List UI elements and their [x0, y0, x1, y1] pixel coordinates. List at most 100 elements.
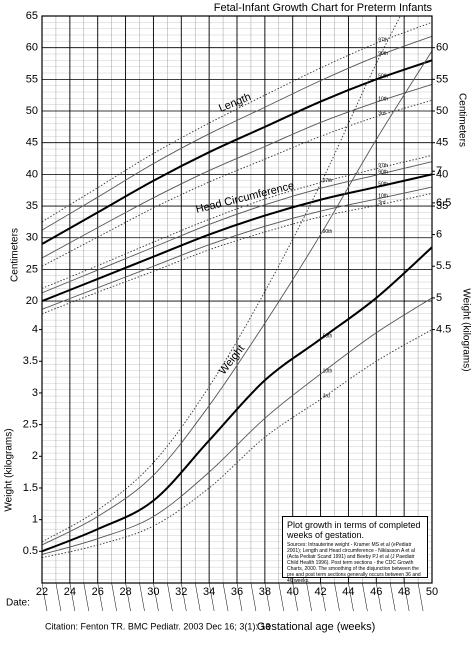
y-tick-label: 30: [26, 232, 38, 244]
date-mark: [181, 582, 187, 612]
x-tick-label: 50: [426, 586, 438, 598]
growth-curve: [42, 173, 432, 303]
date-mark: [389, 582, 396, 612]
citation: Citation: Fenton TR. BMC Pediatr. 2003 D…: [45, 621, 270, 631]
percentile-label: 97th: [378, 163, 388, 169]
weight-tick-label: 4: [32, 323, 38, 335]
percentile-label: 50th: [378, 181, 388, 187]
percentile-label: 50th: [378, 74, 388, 80]
y-axis-label: Centimeters: [10, 228, 21, 282]
date-mark: [167, 582, 173, 612]
growth-curve: [42, 192, 432, 315]
date-mark: [264, 582, 271, 612]
x-tick-label: 24: [64, 586, 76, 598]
percentile-label: 90th: [378, 51, 388, 57]
date-mark: [334, 582, 340, 612]
weight2-tick-label: 6: [436, 228, 442, 240]
date-mark: [417, 582, 424, 612]
weight-tick-label: 2.5: [23, 419, 38, 431]
y-tick-label: 65: [26, 10, 38, 22]
x-tick-label: 44: [342, 586, 354, 598]
y2-tick-label: 35: [436, 200, 448, 212]
y-tick-label: 25: [26, 263, 38, 275]
date-mark: [97, 582, 103, 612]
weight-tick-label: 3.5: [23, 355, 38, 367]
percentile-label: 10th: [378, 193, 388, 199]
x-tick-label: 48: [398, 586, 410, 598]
date-mark: [69, 582, 76, 612]
growth-curve: [42, 161, 432, 294]
weight-axis-label: Weight (kilograms): [4, 428, 15, 511]
x-tick-label: 36: [231, 586, 243, 598]
y-tick-label: 60: [26, 42, 38, 54]
x-axis-label: Gestational age (weeks): [257, 621, 376, 633]
date-mark: [208, 582, 215, 612]
weight2-tick-label: 6.5: [436, 197, 451, 209]
growth-curve: [42, 50, 432, 546]
date-mark: [306, 582, 312, 612]
y-tick-label: 45: [26, 137, 38, 149]
date-mark: [153, 582, 159, 612]
chart-title: Fetal-Infant Growth Chart for Preterm In…: [214, 2, 433, 14]
growth-curve: [42, 186, 432, 310]
curves: [42, 16, 432, 559]
date-mark: [83, 582, 90, 612]
percentile-label: 3rd: [323, 394, 330, 400]
y2-tick-label: 50: [436, 105, 448, 117]
weight2-tick-label: 7: [436, 165, 442, 177]
date-mark: [55, 582, 62, 612]
y-tick-label: 35: [26, 200, 38, 212]
date-mark: [278, 582, 285, 612]
x-tick-label: 34: [203, 586, 215, 598]
date-mark: [111, 582, 117, 612]
growth-curve: [42, 83, 432, 259]
note-heading: Plot growth in terms of completed weeks …: [287, 520, 421, 540]
note-box: Plot growth in terms of completed weeks …: [282, 516, 428, 584]
weight2-tick-label: 4.5: [436, 323, 451, 335]
date-label: Date:: [6, 598, 30, 609]
plot-frame: [41, 15, 433, 584]
y2-axis-label: Centimeters: [456, 93, 467, 147]
percentile-label: 10th: [323, 368, 333, 374]
growth-curve: [42, 297, 432, 555]
x-tick-label: 42: [314, 586, 326, 598]
x-tick-label: 28: [119, 586, 131, 598]
growth-curve: [42, 246, 432, 553]
y2-tick-label: 40: [436, 168, 448, 180]
x-tick-label: 32: [175, 586, 187, 598]
percentile-label: 3rd: [378, 200, 385, 206]
date-mark: [125, 582, 131, 612]
date-mark: [194, 582, 201, 612]
x-tick-label: 38: [259, 586, 271, 598]
weight-tick-label: 0.5: [23, 545, 38, 557]
percentile-label: 97th: [378, 38, 388, 44]
y2-tick-label: 55: [436, 73, 448, 85]
y-tick-label: 50: [26, 105, 38, 117]
x-tick-label: 22: [36, 586, 48, 598]
date-mark: [292, 582, 298, 612]
weight2-tick-label: 5: [436, 292, 442, 304]
date-mark: [348, 582, 354, 612]
growth-curve: [42, 329, 432, 559]
weight-tick-label: 1: [32, 514, 38, 526]
date-mark: [236, 582, 243, 612]
date-mark: [403, 582, 410, 612]
date-mark: [362, 582, 368, 612]
percentile-label: 90th: [323, 229, 333, 235]
growth-curve: [42, 59, 432, 245]
weight-tick-label: 3: [32, 387, 38, 399]
growth-curve: [42, 154, 432, 289]
percentile-label: 3rd: [378, 111, 385, 117]
growth-curve: [42, 16, 401, 543]
y2-tick-label: 60: [436, 42, 448, 54]
date-mark: [376, 582, 382, 612]
date-mark: [41, 582, 48, 612]
date-mark: [139, 582, 145, 612]
x-tick-label: 26: [92, 586, 104, 598]
weight-tick-label: 1.5: [23, 482, 38, 494]
note-sources: Sources: Intrauterine weight - Kramer MS…: [287, 542, 421, 584]
date-mark: [250, 582, 257, 612]
weight2-axis-label: Weight (kilograms): [460, 288, 471, 371]
